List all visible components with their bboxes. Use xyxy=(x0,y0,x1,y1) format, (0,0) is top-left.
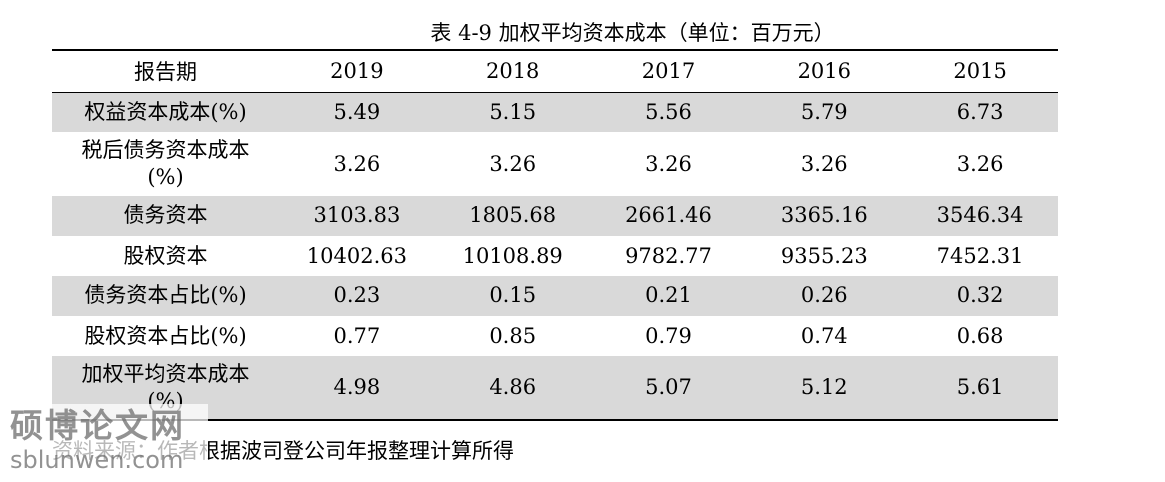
watermark-backdrop xyxy=(8,404,208,474)
table-row: 股权资本占比(%) 0.77 0.85 0.79 0.74 0.68 xyxy=(52,316,1058,356)
cell-value: 9782.77 xyxy=(625,243,712,268)
header-year: 2015 xyxy=(902,49,1058,93)
cell-value: 0.23 xyxy=(279,276,435,317)
cell-value: 4.98 xyxy=(279,356,435,421)
cell-value: 3.26 xyxy=(645,151,692,176)
cell-value: 5.56 xyxy=(590,92,747,133)
cell-value: 3.26 xyxy=(800,151,848,176)
row-label: 税后债务资本成本 (%) xyxy=(81,138,250,190)
cell-value: 0.26 xyxy=(746,276,903,317)
watermark-url-text: sblunwen.com xyxy=(10,446,184,474)
row-label: 债务资本占比(%) xyxy=(52,276,279,317)
cell-value: 7452.31 xyxy=(936,243,1024,268)
cell-value: 5.12 xyxy=(746,356,903,421)
cell-value: 5.07 xyxy=(590,356,747,421)
table-row: 股权资本 10402.63 10108.89 9782.77 9355.23 7… xyxy=(52,236,1058,276)
cell-value: 0.21 xyxy=(590,276,747,317)
cell-value: 0.74 xyxy=(800,323,848,348)
row-label: 债务资本 xyxy=(52,196,279,237)
cell-value: 0.32 xyxy=(902,276,1058,317)
cell-value: 3365.16 xyxy=(746,196,903,237)
header-period-label: 报告期 xyxy=(52,49,279,93)
row-label: 股权资本占比(%) xyxy=(84,323,247,348)
cell-value: 5.79 xyxy=(746,92,903,133)
watermark-logo-text: 硕博论文网 xyxy=(10,406,185,445)
row-label: 股权资本 xyxy=(123,243,208,268)
cell-value: 0.79 xyxy=(645,323,692,348)
cell-value: 3103.83 xyxy=(279,196,435,237)
cell-value: 0.15 xyxy=(434,276,591,317)
cell-value: 2661.46 xyxy=(590,196,747,237)
cell-value: 5.61 xyxy=(902,356,1058,421)
cell-value: 3.26 xyxy=(333,151,381,176)
cell-value: 9355.23 xyxy=(780,243,868,268)
table-caption: 表 4-9 加权平均资本成本（单位：百万元） xyxy=(430,21,835,45)
cell-value: 0.85 xyxy=(489,323,537,348)
cell-value: 5.15 xyxy=(434,92,591,133)
header-year: 2017 xyxy=(590,49,747,93)
cell-value: 10108.89 xyxy=(462,243,563,268)
cell-value: 1805.68 xyxy=(434,196,591,237)
header-year: 2019 xyxy=(279,49,435,93)
cell-value: 6.73 xyxy=(902,92,1058,133)
cost-of-capital-table: 报告期 2019 2018 2017 2016 2015 权益资本成本(%) 5… xyxy=(52,49,1058,421)
row-label: 权益资本成本(%) xyxy=(52,92,279,133)
header-year: 2018 xyxy=(434,49,591,93)
cell-value: 3546.34 xyxy=(902,196,1058,237)
cell-value: 3.26 xyxy=(489,151,537,176)
table-row: 债务资本占比(%) 0.23 0.15 0.21 0.26 0.32 xyxy=(52,276,1058,317)
table-header-row: 报告期 2019 2018 2017 2016 2015 xyxy=(52,49,1058,93)
table-row: 债务资本 3103.83 1805.68 2661.46 3365.16 354… xyxy=(52,196,1058,237)
cell-value: 3.26 xyxy=(956,151,1004,176)
cell-value: 0.77 xyxy=(333,323,381,348)
cell-value: 5.49 xyxy=(279,92,435,133)
cell-value: 0.68 xyxy=(956,323,1004,348)
cell-value: 10402.63 xyxy=(306,243,407,268)
header-year: 2016 xyxy=(746,49,903,93)
table-row: 税后债务资本成本 (%) 3.26 3.26 3.26 3.26 3.26 xyxy=(52,132,1058,196)
cell-value: 4.86 xyxy=(434,356,591,421)
table-row: 权益资本成本(%) 5.49 5.15 5.56 5.79 6.73 xyxy=(52,92,1058,133)
